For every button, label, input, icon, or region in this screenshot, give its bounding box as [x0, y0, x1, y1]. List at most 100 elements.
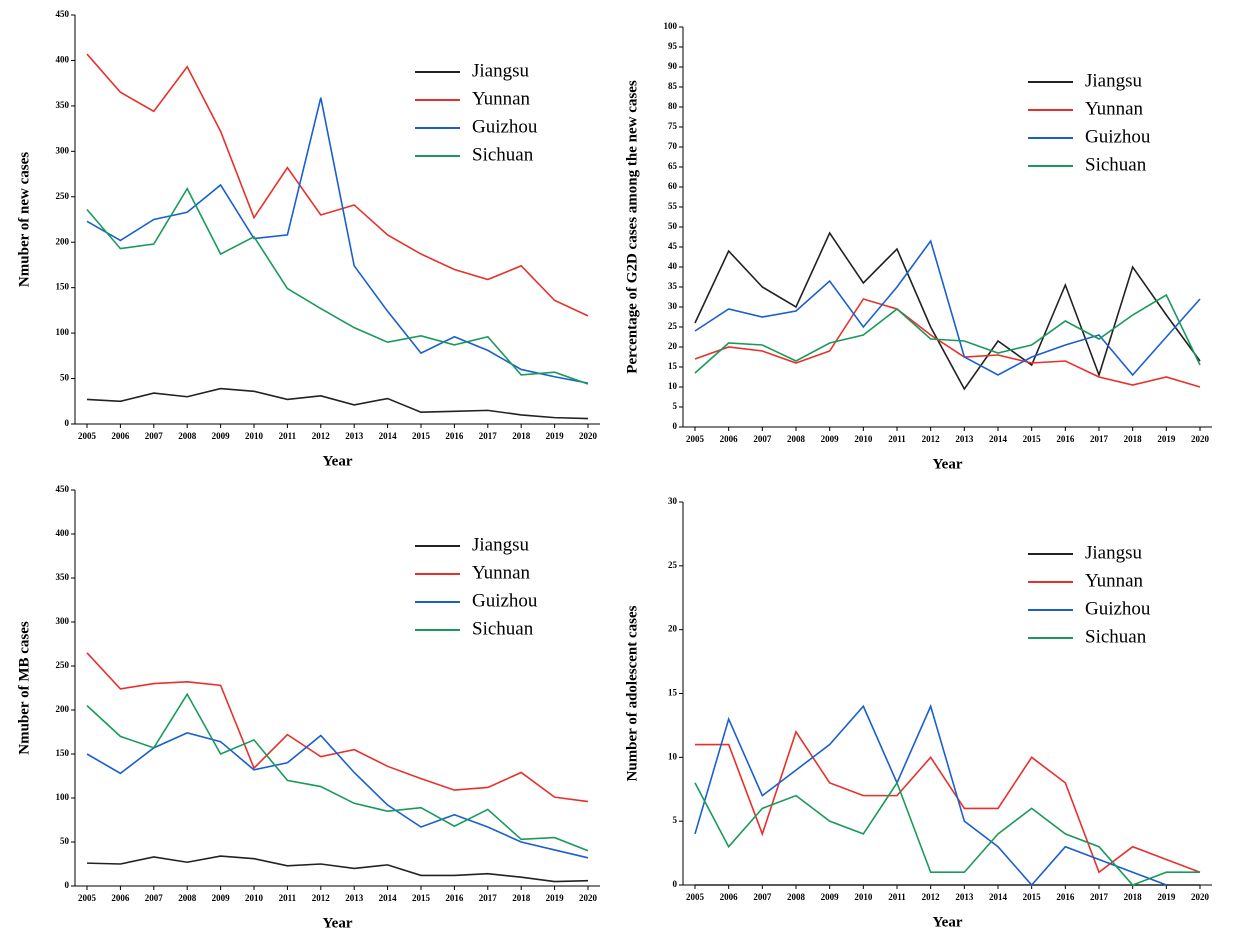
series-line — [86, 53, 589, 317]
y-tick-label: 10 — [668, 381, 678, 391]
x-tick-label: 2019 — [546, 431, 565, 441]
x-tick-label: 2006 — [111, 893, 130, 903]
y-tick-label: 55 — [668, 201, 678, 211]
series-line — [86, 732, 589, 859]
x-tick-label: 2011 — [279, 431, 297, 441]
x-tick-label: 2012 — [922, 434, 941, 444]
y-tick-label: 5 — [673, 815, 678, 825]
y-tick-label: 100 — [56, 792, 70, 802]
legend-label: Yunnan — [1085, 98, 1144, 119]
series-line — [694, 298, 1201, 388]
y-tick-label: 5 — [673, 401, 678, 411]
x-tick-label: 2013 — [345, 893, 364, 903]
legend-label: Guizhou — [1085, 598, 1151, 619]
series-line — [86, 387, 589, 420]
y-tick-label: 150 — [56, 282, 70, 292]
series-line — [86, 652, 589, 803]
y-tick-label: 50 — [668, 221, 678, 231]
y-tick-label: 100 — [56, 327, 70, 337]
x-tick-label: 2007 — [145, 431, 164, 441]
x-axis-title: Year — [933, 456, 963, 472]
series-line — [694, 703, 1167, 887]
x-tick-label: 2010 — [854, 434, 873, 444]
y-tick-label: 0 — [673, 879, 678, 889]
x-tick-label: 2012 — [312, 431, 331, 441]
y-tick-label: 350 — [56, 572, 70, 582]
x-tick-label: 2018 — [1124, 892, 1143, 902]
x-tick-label: 2009 — [821, 892, 840, 902]
x-tick-label: 2020 — [1191, 434, 1210, 444]
x-axis-title: Year — [323, 453, 353, 469]
x-tick-label: 2015 — [412, 893, 431, 903]
x-tick-label: 2008 — [787, 892, 806, 902]
y-tick-label: 15 — [668, 688, 678, 698]
series-line — [86, 97, 589, 384]
x-axis-title: Year — [933, 914, 963, 930]
x-tick-label: 2018 — [1124, 434, 1143, 444]
legend-label: Guizhou — [472, 590, 538, 611]
x-tick-label: 2017 — [1090, 434, 1109, 444]
y-tick-label: 250 — [56, 660, 70, 670]
y-tick-label: 450 — [56, 9, 70, 19]
y-tick-label: 60 — [668, 181, 678, 191]
x-tick-label: 2008 — [787, 434, 806, 444]
y-tick-label: 200 — [56, 704, 70, 714]
series-line — [86, 692, 589, 852]
x-tick-label: 2020 — [579, 893, 598, 903]
x-tick-label: 2014 — [379, 893, 398, 903]
legend-label: Guizhou — [1085, 126, 1151, 147]
y-tick-label: 35 — [668, 281, 678, 291]
x-tick-label: 2006 — [111, 431, 130, 441]
y-tick-label: 300 — [56, 145, 70, 155]
y-tick-label: 100 — [664, 21, 678, 31]
x-tick-label: 2005 — [686, 892, 705, 902]
y-tick-label: 95 — [668, 41, 678, 51]
legend-label: Sichuan — [1085, 626, 1147, 647]
x-tick-label: 2010 — [854, 892, 873, 902]
y-tick-label: 75 — [668, 121, 678, 131]
x-tick-label: 2017 — [1090, 892, 1109, 902]
x-tick-label: 2007 — [753, 892, 772, 902]
x-tick-label: 2006 — [720, 892, 739, 902]
series-line — [694, 781, 1200, 886]
x-tick-label: 2017 — [479, 431, 498, 441]
legend-label: Yunnan — [472, 88, 531, 109]
x-tick-label: 2006 — [720, 434, 739, 444]
x-axis-title: Year — [323, 915, 353, 931]
x-tick-label: 2015 — [412, 431, 431, 441]
x-tick-label: 2012 — [312, 893, 331, 903]
x-tick-label: 2016 — [445, 893, 464, 903]
x-tick-label: 2018 — [512, 893, 531, 903]
x-tick-label: 2018 — [512, 431, 531, 441]
y-tick-label: 250 — [56, 191, 70, 201]
y-tick-label: 20 — [668, 341, 678, 351]
series-line — [694, 239, 1201, 377]
y-axis-title: Percentage of G2D cases among the new ca… — [624, 80, 640, 374]
legend-label: Jiangsu — [472, 534, 530, 555]
series-line — [86, 855, 589, 883]
y-tick-label: 200 — [56, 236, 70, 246]
x-tick-label: 2013 — [345, 431, 364, 441]
legend-label: Guizhou — [472, 116, 538, 137]
y-tick-label: 45 — [668, 241, 678, 251]
x-tick-label: 2016 — [1056, 892, 1075, 902]
x-tick-label: 2011 — [279, 893, 297, 903]
x-tick-label: 2020 — [1191, 892, 1210, 902]
x-tick-label: 2015 — [1023, 892, 1042, 902]
y-axis-title: Nmuber of MB cases — [16, 621, 32, 755]
y-tick-label: 90 — [668, 61, 678, 71]
x-tick-label: 2014 — [989, 892, 1008, 902]
series-line — [86, 186, 589, 385]
y-tick-label: 0 — [65, 880, 70, 890]
series-line — [694, 293, 1201, 374]
y-tick-label: 80 — [668, 101, 678, 111]
y-tick-label: 450 — [56, 484, 70, 494]
legend-label: Yunnan — [472, 562, 531, 583]
x-tick-label: 2010 — [245, 431, 264, 441]
x-tick-label: 2009 — [212, 431, 231, 441]
x-tick-label: 2005 — [686, 434, 705, 444]
legend-label: Jiangsu — [472, 60, 530, 81]
legend-label: Jiangsu — [1085, 542, 1143, 563]
y-tick-label: 10 — [668, 751, 678, 761]
x-tick-label: 2011 — [888, 892, 906, 902]
